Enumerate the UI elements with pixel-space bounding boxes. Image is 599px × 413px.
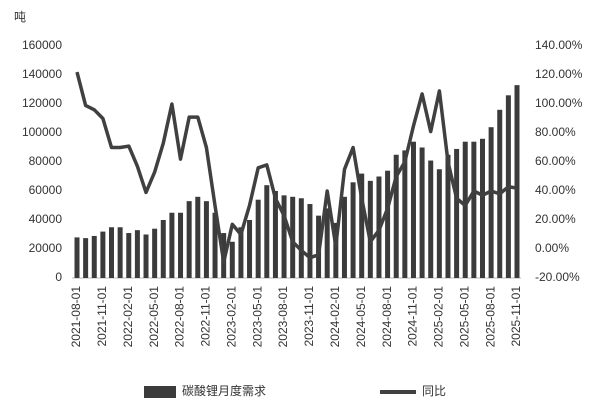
x-tick-label: 2025-11-01 xyxy=(509,286,523,347)
x-tick-label: 2023-02-01 xyxy=(224,286,238,348)
bar xyxy=(385,170,391,278)
bar xyxy=(445,154,451,278)
x-tick-label: 2024-05-01 xyxy=(354,286,368,348)
bar xyxy=(298,198,304,278)
x-tick-label: 2022-05-01 xyxy=(147,286,161,348)
y2-tick-label: 80.00% xyxy=(535,125,576,139)
y2-tick-label: -20.00% xyxy=(535,270,580,284)
bar xyxy=(514,85,520,279)
y2-tick-label: 120.00% xyxy=(535,67,583,81)
bar xyxy=(117,227,123,278)
bar xyxy=(186,201,192,278)
y2-tick-label: 100.00% xyxy=(535,96,583,110)
bar xyxy=(229,241,235,278)
bar xyxy=(393,154,399,278)
bar xyxy=(109,227,115,278)
legend-label: 碳酸锂月度需求 xyxy=(182,383,266,398)
y-axis-label: 吨 xyxy=(14,10,26,24)
bar xyxy=(359,173,365,278)
y-tick-label: 100000 xyxy=(22,125,62,139)
bar xyxy=(255,199,261,278)
bar xyxy=(143,234,149,278)
x-tick-label: 2022-02-01 xyxy=(121,286,135,348)
x-tick-label: 2023-11-01 xyxy=(302,286,316,347)
bar xyxy=(402,150,408,278)
bar xyxy=(152,228,158,278)
y-tick-label: 80000 xyxy=(29,154,63,168)
y-tick-label: 0 xyxy=(55,270,62,284)
bar xyxy=(333,222,339,278)
x-tick-label: 2024-02-01 xyxy=(328,286,342,348)
y-tick-label: 120000 xyxy=(22,96,62,110)
bar xyxy=(247,220,253,278)
y-tick-label: 160000 xyxy=(22,38,62,52)
bar xyxy=(428,160,434,278)
bar xyxy=(419,147,425,278)
bar xyxy=(471,141,477,278)
x-tick-label: 2023-08-01 xyxy=(276,286,290,348)
legend-swatch xyxy=(144,386,176,398)
x-tick-label: 2024-11-01 xyxy=(406,286,420,347)
y2-tick-label: 140.00% xyxy=(535,38,583,52)
y-tick-label: 140000 xyxy=(22,67,62,81)
y2-tick-label: 40.00% xyxy=(535,183,576,197)
y-tick-label: 40000 xyxy=(29,212,63,226)
bar xyxy=(238,227,244,278)
bar xyxy=(341,196,347,278)
bar xyxy=(350,182,356,278)
bar xyxy=(169,212,175,278)
bar xyxy=(454,148,460,278)
bar xyxy=(134,230,140,278)
line xyxy=(75,71,518,264)
bar xyxy=(488,127,494,278)
x-tick-label: 2021-08-01 xyxy=(69,286,83,348)
y2-tick-label: 60.00% xyxy=(535,154,576,168)
bar xyxy=(281,195,287,278)
bar xyxy=(203,201,209,278)
bar xyxy=(160,220,166,278)
y2-tick-label: 20.00% xyxy=(535,212,576,226)
bar xyxy=(307,204,313,278)
bar xyxy=(324,208,330,278)
x-tick-label: 2021-11-01 xyxy=(95,286,109,347)
bar xyxy=(83,238,89,278)
bar xyxy=(126,233,132,278)
bar xyxy=(272,191,278,278)
x-tick-label: 2025-08-01 xyxy=(483,286,497,348)
bar xyxy=(410,141,416,278)
bar xyxy=(195,196,201,278)
bar xyxy=(212,212,218,278)
y2-tick-label: 0.00% xyxy=(535,241,569,255)
bar xyxy=(479,138,485,278)
bar xyxy=(436,169,442,278)
x-tick-label: 2022-08-01 xyxy=(173,286,187,348)
bar xyxy=(367,180,373,278)
y-tick-label: 20000 xyxy=(29,241,63,255)
x-tick-label: 2025-02-01 xyxy=(432,286,446,348)
legend-label: 同比 xyxy=(422,384,446,398)
bar xyxy=(100,231,106,278)
y-tick-label: 60000 xyxy=(29,183,63,197)
bar xyxy=(74,237,80,278)
x-tick-label: 2023-05-01 xyxy=(250,286,264,348)
x-tick-label: 2024-08-01 xyxy=(380,286,394,348)
bar xyxy=(178,212,184,278)
bar xyxy=(462,141,468,278)
x-tick-label: 2025-05-01 xyxy=(457,286,471,348)
bar xyxy=(91,235,97,278)
x-tick-label: 2022-11-01 xyxy=(199,286,213,347)
bar xyxy=(264,185,270,278)
